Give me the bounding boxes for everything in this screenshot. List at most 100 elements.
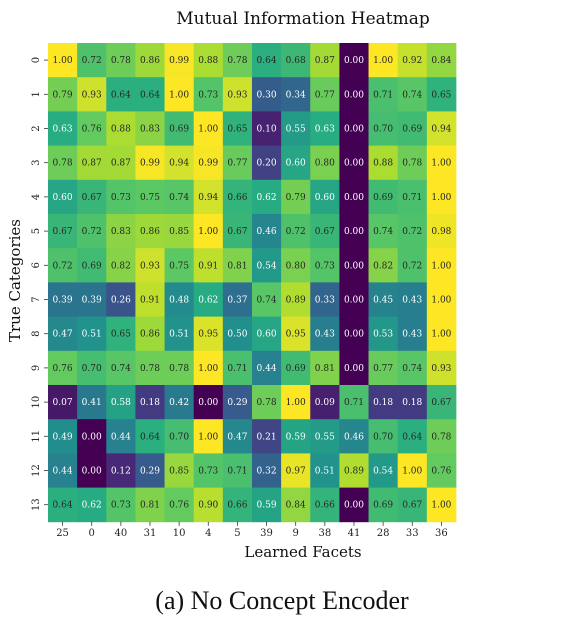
- cell-value-label: 0.88: [111, 125, 131, 135]
- heatmap-cell: [48, 350, 78, 386]
- x-tick-label: 39: [260, 528, 273, 539]
- cell-value-label: 0.00: [344, 159, 364, 169]
- cell-value-label: 0.78: [169, 364, 189, 374]
- cell-value-label: 0.86: [140, 330, 160, 340]
- heatmap-cell: [193, 419, 224, 454]
- heatmap-cell: [368, 385, 399, 420]
- cell-value-label: 0.18: [140, 398, 160, 408]
- heatmap-cell: [310, 145, 340, 181]
- heatmap-cell: [281, 43, 311, 78]
- heatmap-cell: [368, 43, 399, 78]
- heatmap-cell: [106, 350, 136, 386]
- cell-value-label: 0.67: [227, 227, 247, 237]
- cell-value-label: 0.77: [227, 159, 247, 169]
- cell-value-label: 1.00: [198, 227, 218, 237]
- heatmap-cell: [426, 214, 457, 249]
- cell-value-label: 0.93: [227, 90, 247, 100]
- heatmap-cell: [251, 111, 282, 146]
- cell-value-label: 0.64: [53, 501, 73, 511]
- heatmap-cell: [339, 453, 369, 488]
- cell-value-label: 0.98: [431, 227, 451, 237]
- cell-value-label: 0.67: [431, 398, 451, 408]
- heatmap-cell: [222, 248, 253, 283]
- heatmap-cell: [368, 350, 399, 386]
- heatmap-cell: [310, 453, 340, 488]
- cell-value-label: 0.37: [227, 296, 247, 306]
- heatmap-cell: [193, 179, 224, 215]
- cell-value-label: 0.70: [169, 432, 189, 442]
- heatmap-cell: [339, 111, 369, 146]
- heatmap-cell: [426, 453, 457, 488]
- cell-value-label: 0.59: [257, 501, 277, 511]
- cell-value-label: 0.71: [344, 398, 364, 408]
- cell-value-label: 0.76: [431, 467, 451, 477]
- heatmap-cell: [426, 111, 457, 146]
- heatmap-cell: [222, 179, 253, 215]
- x-tick-label: 10: [173, 528, 186, 539]
- heatmap-cell: [310, 43, 340, 78]
- heatmap-cell: [368, 214, 399, 249]
- heatmap-cell: [106, 43, 136, 78]
- cell-value-label: 0.07: [53, 398, 73, 408]
- heatmap-cell: [135, 248, 165, 283]
- heatmap-cell: [164, 385, 195, 420]
- cell-value-label: 0.99: [140, 159, 160, 169]
- cell-value-label: 0.66: [315, 501, 335, 511]
- heatmap-cell: [135, 487, 165, 523]
- heatmap-cell: [310, 282, 340, 317]
- cell-value-label: 0.87: [82, 159, 102, 169]
- cell-value-label: 0.64: [257, 56, 277, 66]
- heatmap-cell: [77, 179, 107, 215]
- heatmap-cell: [368, 453, 399, 488]
- heatmap-cell: [222, 487, 253, 523]
- heatmap-cell: [397, 385, 428, 420]
- cell-value-label: 0.82: [373, 261, 393, 271]
- heatmap-cell: [48, 316, 78, 352]
- cell-value-label: 0.78: [257, 398, 277, 408]
- cell-value-label: 0.49: [53, 432, 73, 442]
- y-tick-label: 13: [31, 498, 42, 511]
- cell-value-label: 0.00: [344, 261, 364, 271]
- cell-value-label: 0.78: [140, 364, 160, 374]
- heatmap-cell: [193, 43, 224, 78]
- heatmap-cell: [164, 111, 195, 146]
- cell-value-label: 0.58: [111, 398, 131, 408]
- cell-value-label: 0.64: [402, 432, 422, 442]
- cell-value-label: 0.93: [140, 261, 160, 271]
- cell-value-label: 0.69: [169, 125, 189, 135]
- heatmap-cell: [77, 43, 107, 78]
- cell-value-label: 0.55: [286, 125, 306, 135]
- heatmap-cell: [251, 77, 282, 112]
- heatmap-cell: [339, 179, 369, 215]
- heatmap-cell: [164, 419, 195, 454]
- cell-value-label: 0.47: [227, 432, 247, 442]
- cell-value-label: 0.41: [82, 398, 102, 408]
- cell-value-label: 0.64: [140, 432, 160, 442]
- y-tick-label: 7: [31, 296, 42, 302]
- cell-value-label: 0.55: [315, 432, 335, 442]
- cell-value-label: 0.60: [286, 159, 306, 169]
- heatmap-cell: [339, 385, 369, 420]
- cell-value-label: 0.48: [169, 296, 189, 306]
- heatmap-cell: [222, 214, 253, 249]
- cell-value-label: 0.54: [257, 261, 277, 271]
- heatmap-cell: [281, 487, 311, 523]
- heatmap-cell: [426, 350, 457, 386]
- heatmap-cell: [48, 453, 78, 488]
- cell-value-label: 0.00: [82, 467, 102, 477]
- cell-value-label: 0.86: [140, 227, 160, 237]
- heatmap-cell: [339, 214, 369, 249]
- cell-value-label: 0.51: [82, 330, 102, 340]
- y-tick-label: 11: [31, 430, 42, 443]
- heatmap-cell: [77, 248, 107, 283]
- heatmap-cell: [397, 316, 428, 352]
- cell-value-label: 0.00: [344, 330, 364, 340]
- heatmap-cell: [48, 111, 78, 146]
- cell-value-label: 0.81: [227, 261, 247, 271]
- cell-value-label: 0.69: [82, 261, 102, 271]
- cell-value-label: 0.20: [257, 159, 277, 169]
- heatmap-cell: [281, 453, 311, 488]
- heatmap-cell: [251, 214, 282, 249]
- cell-value-label: 0.39: [53, 296, 73, 306]
- cell-value-label: 0.43: [402, 330, 422, 340]
